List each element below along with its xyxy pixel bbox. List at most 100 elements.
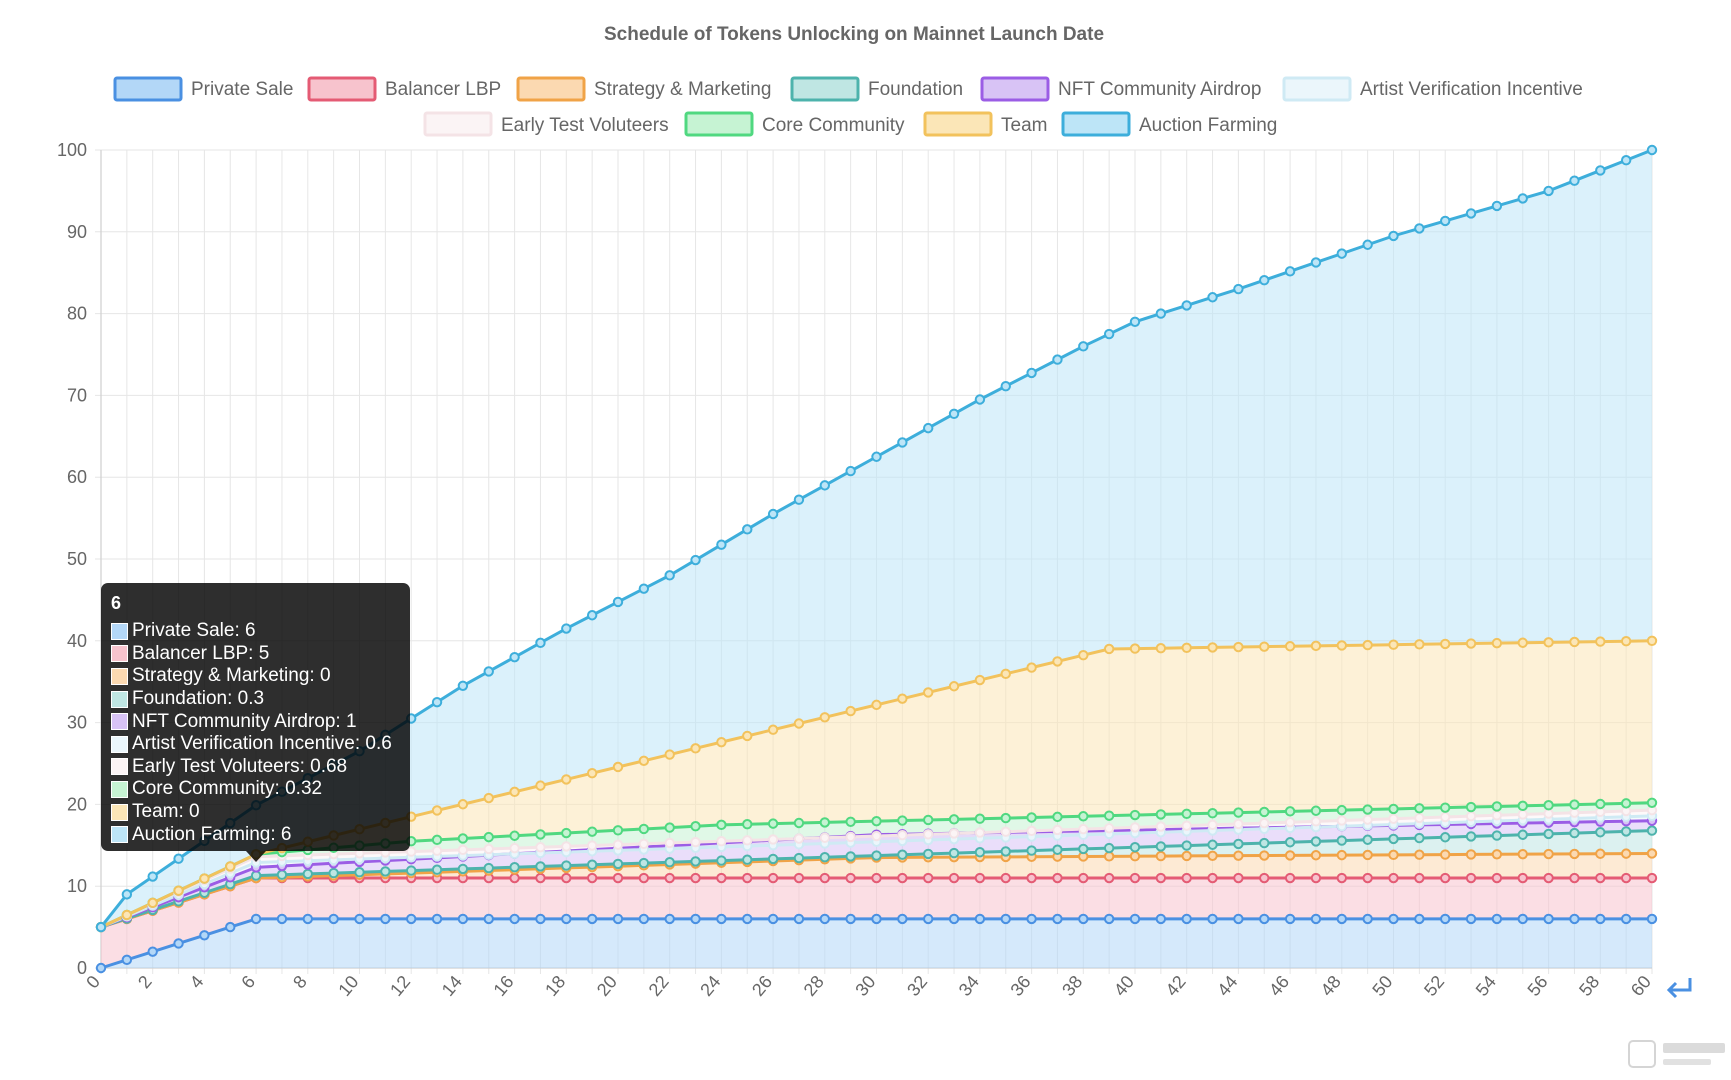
point-early-test-voluteers[interactable] [1517,809,1528,820]
point-private-sale[interactable] [586,913,598,925]
point-auction-farming[interactable] [1078,341,1089,352]
point-team[interactable] [1440,638,1451,650]
point-core-community[interactable] [1052,811,1063,823]
point-private-sale[interactable] [535,913,546,925]
point-foundation[interactable] [302,868,313,880]
point-balancer-lbp[interactable] [1052,872,1063,884]
point-core-community[interactable] [845,816,856,827]
point-foundation[interactable] [1259,837,1270,849]
point-foundation[interactable] [1103,842,1115,854]
point-foundation[interactable] [1362,834,1373,845]
point-balancer-lbp[interactable] [1181,872,1192,884]
point-private-sale[interactable] [1569,913,1580,925]
point-team[interactable] [742,730,753,742]
point-core-community[interactable] [1000,812,1011,824]
point-core-community[interactable] [974,813,986,824]
point-early-test-voluteers[interactable] [483,843,494,855]
point-balancer-lbp[interactable] [1646,872,1658,884]
point-early-test-voluteers[interactable] [586,840,598,851]
point-auction-farming[interactable] [1103,328,1115,340]
point-auction-farming[interactable] [845,465,856,477]
point-team[interactable] [690,743,701,754]
point-core-community[interactable] [1414,803,1425,814]
point-strategy-marketing[interactable] [1362,849,1373,861]
point-team[interactable] [509,786,520,798]
point-foundation[interactable] [586,859,598,870]
point-auction-farming[interactable] [1569,175,1580,186]
point-balancer-lbp[interactable] [1155,872,1167,884]
point-private-sale[interactable] [1000,913,1011,925]
point-core-community[interactable] [1207,807,1218,819]
point-team[interactable] [1026,662,1037,673]
point-private-sale[interactable] [147,946,158,957]
point-private-sale[interactable] [767,913,779,925]
point-auction-farming[interactable] [1465,208,1477,219]
point-strategy-marketing[interactable] [1129,851,1141,862]
point-auction-farming[interactable] [1052,354,1063,365]
point-private-sale[interactable] [173,938,184,949]
point-foundation[interactable] [1129,842,1141,853]
point-balancer-lbp[interactable] [923,872,934,884]
point-balancer-lbp[interactable] [948,872,960,884]
point-foundation[interactable] [1465,831,1477,842]
point-auction-farming[interactable] [1620,155,1632,166]
point-strategy-marketing[interactable] [1465,849,1477,860]
point-foundation[interactable] [1181,840,1192,851]
point-core-community[interactable] [871,815,882,827]
point-core-community[interactable] [716,819,727,831]
point-early-test-voluteers[interactable] [1233,818,1244,830]
point-early-test-voluteers[interactable] [431,845,443,856]
point-team[interactable] [483,792,494,804]
point-private-sale[interactable] [1388,913,1399,925]
point-foundation[interactable] [1569,827,1580,839]
point-team[interactable] [431,805,443,816]
point-auction-farming[interactable] [1155,308,1167,319]
legend-label-balancer-lbp[interactable]: Balancer LBP [385,79,501,100]
point-balancer-lbp[interactable] [586,872,598,884]
point-foundation[interactable] [948,847,960,859]
point-auction-farming[interactable] [1284,266,1296,277]
point-team[interactable] [638,755,650,766]
point-balancer-lbp[interactable] [664,872,675,884]
point-private-sale[interactable] [742,913,753,925]
point-core-community[interactable] [457,833,469,844]
point-auction-farming[interactable] [1310,257,1322,268]
point-auction-farming[interactable] [948,408,960,420]
point-early-test-voluteers[interactable] [948,828,960,839]
point-team[interactable] [1129,643,1141,654]
point-early-test-voluteers[interactable] [845,831,856,843]
point-private-sale[interactable] [1414,913,1425,925]
point-private-sale[interactable] [1103,913,1115,925]
point-private-sale[interactable] [1310,913,1322,925]
point-balancer-lbp[interactable] [1543,872,1554,884]
point-foundation[interactable] [793,852,805,864]
point-private-sale[interactable] [302,913,313,925]
legend-label-auction-farming[interactable]: Auction Farming [1139,115,1277,136]
point-early-test-voluteers[interactable] [923,829,934,840]
point-team[interactable] [121,909,133,921]
point-team[interactable] [897,693,908,704]
point-foundation[interactable] [535,861,546,872]
point-early-test-voluteers[interactable] [664,837,675,849]
point-early-test-voluteers[interactable] [509,842,520,854]
point-early-test-voluteers[interactable] [1310,816,1322,827]
point-balancer-lbp[interactable] [561,872,572,884]
point-core-community[interactable] [1284,806,1296,817]
point-strategy-marketing[interactable] [1414,849,1425,860]
point-balancer-lbp[interactable] [1259,872,1270,884]
point-balancer-lbp[interactable] [1440,872,1451,884]
point-early-test-voluteers[interactable] [1103,823,1115,834]
point-private-sale[interactable] [1362,913,1373,925]
point-auction-farming[interactable] [1129,316,1141,327]
point-private-sale[interactable] [871,913,882,925]
point-balancer-lbp[interactable] [1310,872,1322,884]
point-core-community[interactable] [1336,804,1348,816]
point-private-sale[interactable] [1517,913,1528,925]
point-foundation[interactable] [1310,836,1322,847]
point-core-community[interactable] [793,817,805,829]
point-team[interactable] [974,674,986,686]
point-foundation[interactable] [1388,833,1399,845]
point-foundation[interactable] [380,866,391,877]
point-private-sale[interactable] [380,913,391,925]
legend-swatch-artist-verification-incentive[interactable] [1282,76,1352,102]
